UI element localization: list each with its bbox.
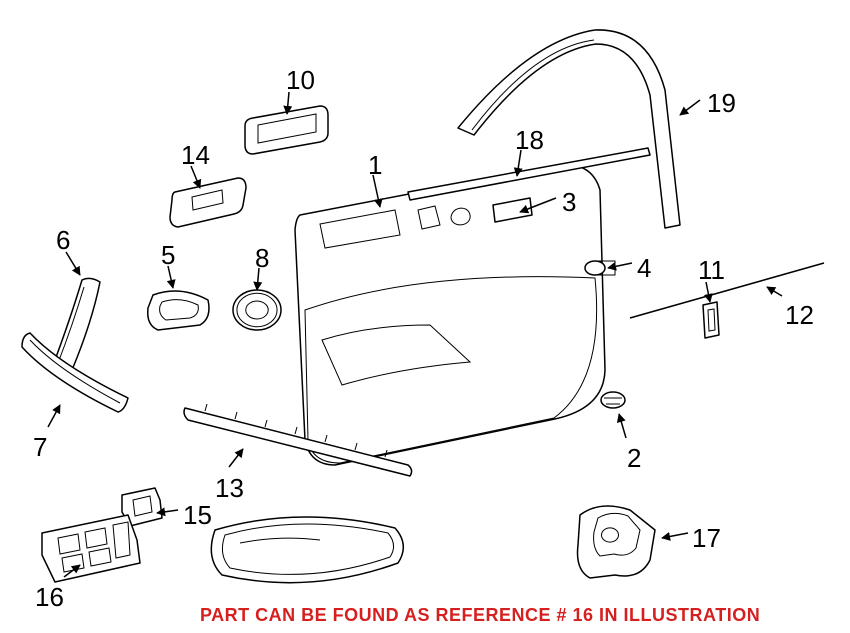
leader-line — [662, 533, 688, 538]
part-switch-main — [42, 515, 140, 582]
callout-16: 16 — [35, 582, 64, 613]
part-retainer — [703, 302, 719, 338]
part-handle — [148, 291, 209, 330]
callout-3: 3 — [562, 187, 576, 218]
callout-11: 11 — [698, 255, 725, 286]
callout-19: 19 — [707, 88, 736, 119]
leader-line — [680, 100, 700, 115]
leader-line — [619, 414, 626, 438]
reference-note: PART CAN BE FOUND AS REFERENCE # 16 IN I… — [200, 605, 760, 626]
callout-14: 14 — [181, 140, 210, 171]
callout-4: 4 — [637, 253, 651, 284]
parts-diagram: 1234567810111213141516171819 PART CAN BE… — [0, 0, 850, 633]
leader-line — [608, 263, 632, 268]
callout-7: 7 — [33, 432, 47, 463]
callout-2: 2 — [627, 443, 641, 474]
callout-18: 18 — [515, 125, 544, 156]
part-switch-single — [170, 178, 246, 227]
part-grommet — [601, 392, 625, 408]
callout-6: 6 — [56, 225, 70, 256]
callout-8: 8 — [255, 243, 269, 274]
leader-line — [767, 287, 782, 296]
callout-12: 12 — [785, 300, 814, 331]
part-bracket — [578, 506, 656, 578]
callout-17: 17 — [692, 523, 721, 554]
part-armrest — [211, 517, 403, 583]
part-door-panel — [295, 165, 605, 465]
part-speaker-ring — [233, 290, 281, 330]
callout-13: 13 — [215, 473, 244, 504]
leader-line — [48, 405, 60, 427]
callout-1: 1 — [368, 150, 382, 181]
leader-line — [229, 449, 243, 467]
callout-10: 10 — [286, 65, 315, 96]
callout-5: 5 — [161, 240, 175, 271]
callout-15: 15 — [183, 500, 212, 531]
